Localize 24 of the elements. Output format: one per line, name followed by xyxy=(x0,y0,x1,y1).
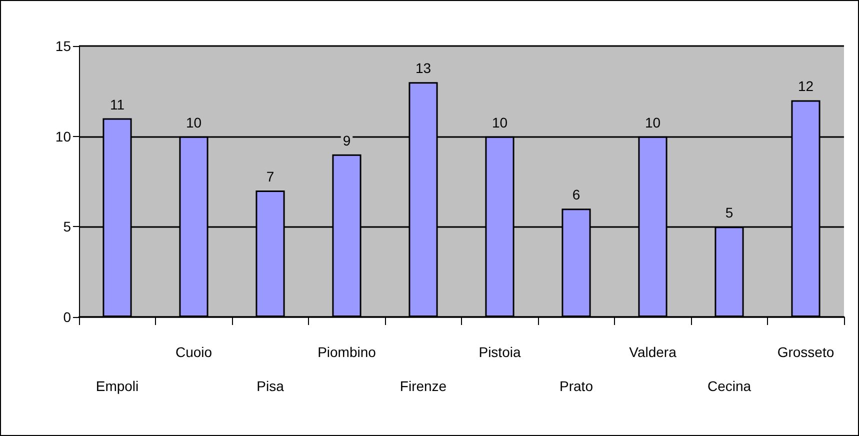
data-label: 13 xyxy=(415,60,432,76)
x-tick-label: Prato xyxy=(560,378,594,394)
data-label: 5 xyxy=(725,204,734,221)
data-label: 9 xyxy=(342,132,351,148)
y-tick-label: 15 xyxy=(55,38,72,54)
data-label: 11 xyxy=(110,96,125,112)
data-label: 7 xyxy=(266,168,274,185)
y-tick-label: 10 xyxy=(55,128,72,144)
x-tick-label: Valdera xyxy=(629,344,677,360)
y-tick-label: 5 xyxy=(63,218,72,235)
x-tick-label: Pisa xyxy=(256,378,284,394)
x-tick-label: Firenze xyxy=(400,378,447,394)
data-label: 10 xyxy=(186,114,202,130)
data-label: 12 xyxy=(798,78,814,94)
x-tick-label: Pistoia xyxy=(478,344,521,360)
data-label: 6 xyxy=(572,186,580,203)
data-label: 10 xyxy=(492,114,508,130)
x-tick-label: Grosseto xyxy=(777,344,834,360)
y-tick-label: 0 xyxy=(63,309,72,325)
x-tick-label: Empoli xyxy=(96,378,139,394)
x-tick-label: Cecina xyxy=(707,378,752,394)
x-tick-label: Piombino xyxy=(318,344,376,360)
data-label: 10 xyxy=(644,114,661,130)
x-tick-label: Cuoio xyxy=(175,344,212,360)
